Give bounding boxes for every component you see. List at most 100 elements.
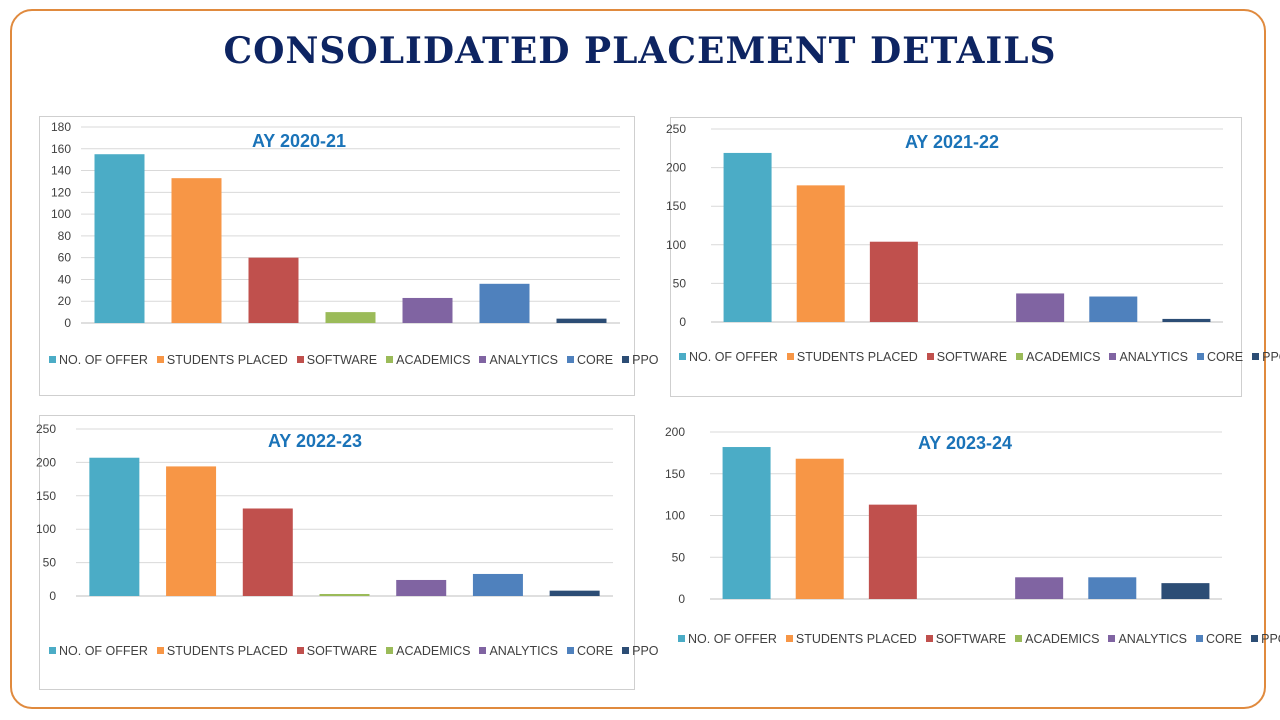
legend-label: STUDENTS PLACED: [166, 353, 288, 367]
legend-item-analytics: ANALYTICS: [1108, 632, 1187, 646]
y-tick-label: 160: [51, 142, 71, 156]
legend-label: SOFTWARE: [306, 644, 378, 658]
legend-label: ACADEMICS: [1026, 350, 1101, 364]
legend-swatch: [386, 356, 394, 364]
chart-panel-ay-2022-23: 0 50 100 150 200 250 AY 2022-23 NO. OF OFFER STU…: [36, 415, 659, 690]
legend-swatch: [479, 356, 487, 364]
legend-label: STUDENTS PLACED: [795, 632, 917, 646]
bar-ppo: [549, 590, 600, 596]
y-tick-label: 180: [51, 120, 71, 134]
bar-ppo: [1162, 318, 1211, 322]
legend-swatch: [622, 647, 630, 655]
legend-item-no-of-offer: NO. OF OFFER: [49, 644, 148, 658]
legend-label: CORE: [1206, 632, 1243, 646]
legend-swatch: [156, 647, 164, 655]
chart-title: AY 2021-22: [904, 132, 1000, 152]
y-tick-label: 140: [51, 164, 71, 178]
bar-analytics: [1015, 577, 1064, 599]
legend-swatch: [926, 353, 934, 361]
legend-item-ppo: PPO: [622, 644, 659, 658]
legend-swatch: [49, 647, 56, 655]
legend-swatch: [1016, 353, 1024, 361]
legend-label: NO. OF OFFER: [689, 350, 778, 364]
legend-item-no-of-offer: NO. OF OFFER: [679, 350, 778, 364]
y-tick-label: 200: [666, 161, 686, 175]
bar-analytics: [402, 297, 453, 323]
legend-label: PPO: [1261, 632, 1280, 646]
legend-swatch: [678, 635, 685, 643]
legend-label: STUDENTS PLACED: [166, 644, 288, 658]
legend-item-academics: ACADEMICS: [1016, 350, 1100, 364]
bar-analytics: [396, 579, 447, 596]
y-tick-label: 150: [36, 489, 56, 503]
legend-item-students-placed: STUDENTS PLACED: [156, 353, 288, 367]
legend-label: SOFTWARE: [306, 353, 378, 367]
legend-item-analytics: ANALYTICS: [479, 644, 558, 658]
y-tick-label: 20: [58, 294, 72, 308]
legend-label: SOFTWARE: [936, 350, 1008, 364]
legend-item-students-placed: STUDENTS PLACED: [785, 632, 917, 646]
legend-label: ANALYTICS: [1118, 632, 1187, 646]
y-tick-label: 0: [678, 592, 685, 606]
y-tick-label: 100: [665, 509, 685, 523]
bar-software: [868, 504, 917, 599]
legend-swatch: [1196, 635, 1203, 643]
legend-swatch: [156, 356, 164, 364]
bar-students-placed: [795, 458, 844, 599]
y-tick-label: 150: [665, 467, 685, 481]
legend-swatch: [679, 353, 686, 361]
chart-title: AY 2020-21: [251, 131, 347, 151]
chart-svg: 0 50 100 150 200 250: [666, 122, 1223, 329]
chart-legend: NO. OF OFFER STUDENTS PLACED SOFTWARE ACADE…: [679, 350, 1280, 364]
legend-label: NO. OF OFFER: [688, 632, 777, 646]
legend-item-analytics: ANALYTICS: [1109, 350, 1188, 364]
legend-swatch: [1109, 353, 1117, 361]
legend-item-academics: ACADEMICS: [386, 353, 470, 367]
legend-label: ACADEMICS: [396, 644, 471, 658]
chart-panel-ay-2021-22: 0 50 100 150 200 250 AY 2021-22 NO. OF OFFER STU…: [666, 117, 1280, 397]
legend-swatch: [1252, 353, 1260, 361]
legend-label: ANALYTICS: [489, 644, 558, 658]
bar-analytics: [1016, 293, 1065, 322]
chart-legend: NO. OF OFFER STUDENTS PLACED SOFTWARE ACADE…: [49, 644, 668, 658]
bar-no-of-offer: [723, 152, 772, 322]
legend-item-students-placed: STUDENTS PLACED: [156, 644, 288, 658]
bar-students-placed: [166, 466, 217, 596]
bar-core: [1088, 577, 1137, 599]
y-tick-label: 40: [58, 272, 72, 286]
legend-label: NO. OF OFFER: [59, 353, 148, 367]
chart-title: AY 2022-23: [267, 431, 363, 451]
chart-svg: 0 20 40 60 80 100 120 140 160 180: [51, 120, 620, 330]
legend-label: STUDENTS PLACED: [796, 350, 918, 364]
y-tick-label: 120: [51, 185, 71, 199]
legend-label: NO. OF OFFER: [59, 644, 148, 658]
bar-students-placed: [796, 185, 845, 322]
y-tick-label: 50: [673, 276, 687, 290]
chart-svg: 0 50 100 150 200 250: [36, 422, 613, 603]
legend-item-software: SOFTWARE: [296, 353, 378, 367]
legend-item-no-of-offer: NO. OF OFFER: [49, 353, 148, 367]
legend-swatch: [1108, 635, 1116, 643]
y-tick-label: 0: [49, 589, 56, 603]
legend-label: ACADEMICS: [1025, 632, 1100, 646]
legend-item-software: SOFTWARE: [296, 644, 378, 658]
legend-item-no-of-offer: NO. OF OFFER: [678, 632, 777, 646]
y-tick-label: 250: [36, 422, 56, 436]
legend-swatch: [49, 356, 56, 364]
bar-ppo: [556, 318, 607, 323]
legend-swatch: [567, 647, 574, 655]
legend-item-academics: ACADEMICS: [386, 644, 470, 658]
chart-title: AY 2023-24: [917, 433, 1013, 453]
y-tick-label: 60: [58, 251, 72, 265]
bar-ppo: [1161, 583, 1210, 599]
legend-swatch: [386, 647, 394, 655]
legend-item-ppo: PPO: [622, 353, 659, 367]
y-tick-label: 100: [51, 207, 71, 221]
legend-swatch: [622, 356, 630, 364]
legend-item-academics: ACADEMICS: [1015, 632, 1099, 646]
chart-legend: NO. OF OFFER STUDENTS PLACED SOFTWARE ACADE…: [678, 632, 1280, 646]
legend-item-core: CORE: [567, 644, 613, 658]
y-tick-label: 80: [58, 229, 72, 243]
chart-svg: 0 50 100 150 200: [665, 425, 1222, 606]
legend-swatch: [567, 356, 574, 364]
